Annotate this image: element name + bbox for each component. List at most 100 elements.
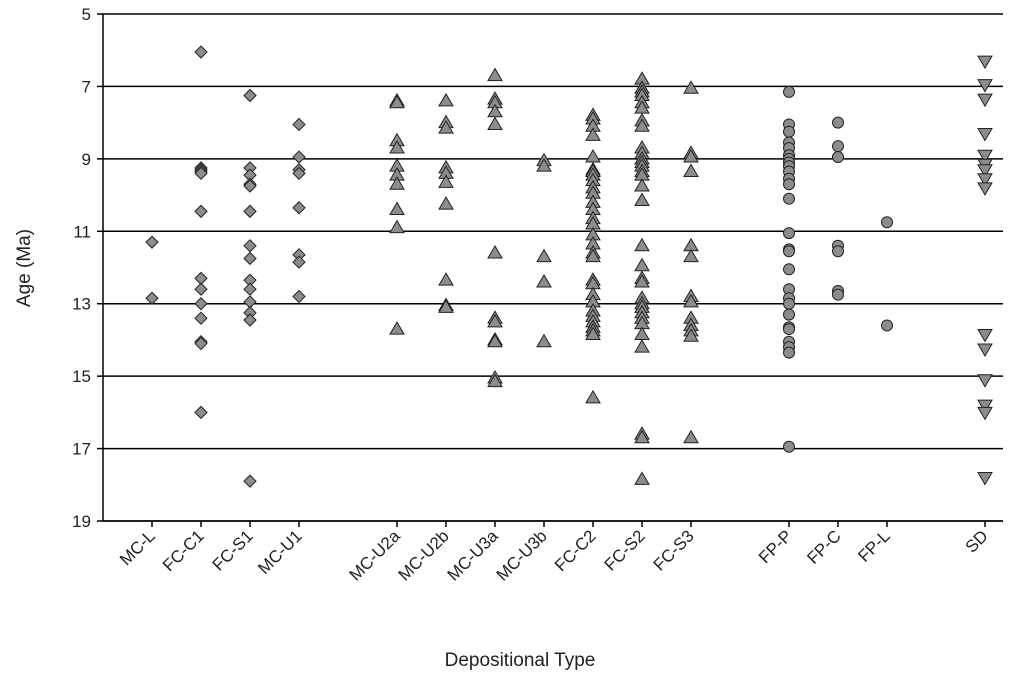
y-tick-label: 5 (82, 5, 91, 24)
point (832, 151, 844, 164)
point (881, 319, 893, 332)
point (389, 219, 405, 234)
point (783, 245, 795, 258)
point (536, 158, 552, 172)
point (832, 288, 844, 301)
point (977, 182, 993, 196)
point (634, 273, 650, 288)
point (585, 389, 601, 404)
point (389, 140, 405, 154)
x-tick-label: MC-U3a (444, 526, 503, 585)
point (634, 429, 650, 444)
point (977, 128, 993, 142)
point (634, 471, 650, 485)
point (487, 67, 503, 82)
point (832, 245, 844, 258)
point (292, 289, 306, 304)
point (145, 235, 159, 249)
x-tick-label: FC-C2 (551, 526, 600, 575)
point (487, 116, 503, 130)
point (536, 333, 552, 348)
x-tick-label: FP-P (755, 526, 796, 567)
y-tick-label: 15 (72, 367, 91, 386)
point (243, 179, 257, 193)
point (783, 323, 795, 336)
point (683, 429, 699, 444)
point (389, 321, 405, 335)
point (243, 313, 257, 327)
point (634, 326, 650, 340)
point (832, 140, 844, 153)
point (783, 227, 795, 240)
point (194, 311, 208, 325)
point (977, 406, 993, 421)
point (977, 149, 993, 164)
point (243, 251, 257, 266)
x-tick-label: MC-L (116, 526, 159, 569)
point (585, 248, 601, 263)
point (783, 192, 795, 205)
point (683, 248, 699, 263)
point (194, 45, 208, 59)
point (487, 313, 503, 328)
point (977, 79, 993, 93)
point (683, 328, 699, 342)
point (634, 237, 650, 252)
point (243, 88, 257, 103)
point (683, 293, 699, 308)
point (683, 80, 699, 94)
x-axis-title: Depositional Type (445, 650, 596, 671)
point (585, 127, 601, 141)
point (438, 174, 454, 188)
y-tick-label: 17 (72, 440, 91, 459)
point (977, 93, 993, 108)
y-tick-label: 13 (72, 295, 91, 314)
point (194, 297, 208, 311)
point (634, 257, 650, 272)
point (783, 125, 795, 138)
point (977, 343, 993, 357)
y-tick-label: 7 (82, 77, 91, 96)
point (194, 336, 208, 351)
point (194, 166, 208, 181)
point (145, 291, 159, 305)
point (783, 263, 795, 276)
x-tick-label: MC-U3b (493, 526, 551, 584)
point (881, 216, 893, 229)
point (438, 299, 454, 313)
point (389, 94, 405, 109)
x-tick-label: FC-S1 (209, 526, 257, 574)
point (634, 339, 650, 353)
x-tick-label: FP-L (854, 526, 893, 565)
point (783, 178, 795, 191)
point (243, 282, 257, 296)
point (292, 117, 306, 132)
x-tick-label: FP-C (803, 526, 844, 567)
point (292, 201, 306, 215)
point (243, 474, 257, 488)
point (243, 204, 257, 219)
point (783, 440, 795, 453)
point (292, 166, 306, 181)
point (194, 282, 208, 296)
x-tick-label: FC-C1 (159, 526, 208, 575)
point (832, 116, 844, 129)
point (783, 346, 795, 359)
point (977, 374, 993, 388)
point (783, 85, 795, 98)
point (194, 204, 208, 219)
point (977, 173, 993, 187)
point (438, 120, 454, 134)
point (389, 201, 405, 216)
point (487, 245, 503, 259)
x-tick-label: MC-U1 (254, 526, 306, 578)
point (438, 92, 454, 107)
point (977, 399, 993, 414)
point (292, 255, 306, 269)
y-tick-label: 19 (72, 512, 91, 531)
point (536, 248, 552, 263)
point (292, 150, 306, 164)
point (389, 176, 405, 190)
point (977, 55, 993, 70)
